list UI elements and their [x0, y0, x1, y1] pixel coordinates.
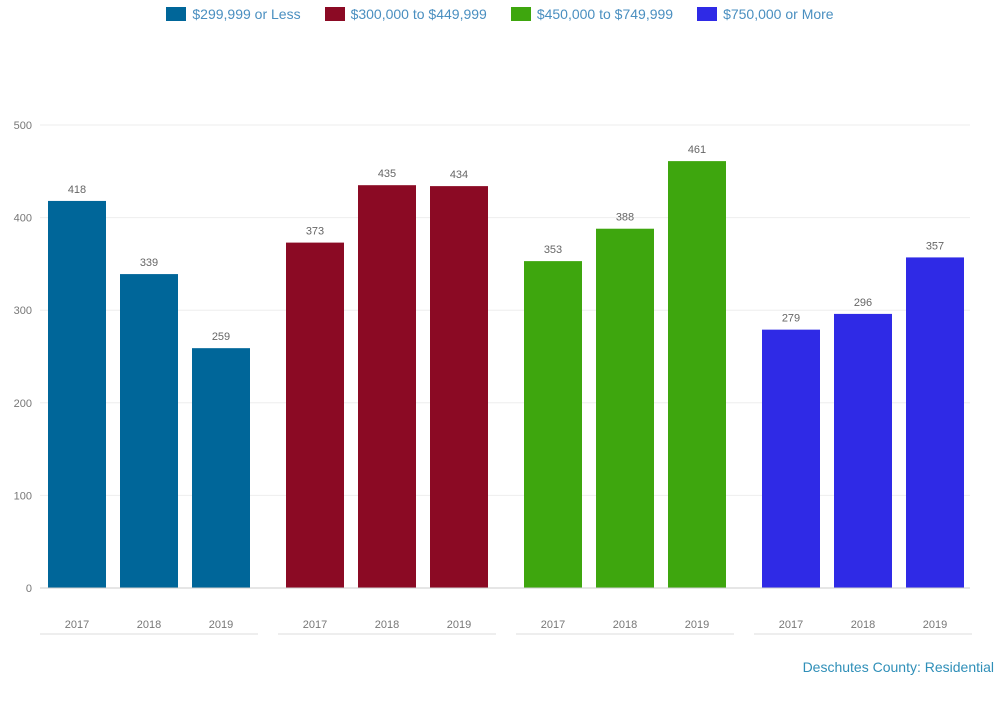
x-tick-label: 2019	[447, 619, 471, 631]
bar	[834, 313, 892, 588]
bar-value-label: 339	[140, 257, 158, 269]
bar-value-label: 418	[68, 184, 86, 196]
legend-swatch	[324, 7, 345, 21]
bar	[120, 274, 178, 588]
bar	[668, 161, 726, 588]
bar-value-label: 296	[854, 297, 872, 309]
bar-value-label: 259	[212, 331, 230, 343]
y-tick-label: 0	[26, 583, 32, 595]
legend-item[interactable]: $750,000 or More	[697, 4, 834, 24]
bar	[596, 228, 654, 588]
legend-item[interactable]: $450,000 to $749,999	[510, 4, 674, 24]
bar	[192, 348, 250, 588]
legend-label: $750,000 or More	[723, 6, 834, 22]
bar	[48, 200, 106, 588]
bar-value-label: 461	[688, 144, 706, 156]
legend-item[interactable]: $300,000 to $449,999	[324, 4, 487, 24]
bar	[524, 261, 582, 588]
x-tick-label: 2018	[613, 619, 637, 631]
x-tick-label: 2017	[779, 619, 803, 631]
x-tick-label: 2017	[303, 619, 327, 631]
legend-swatch	[697, 7, 718, 21]
y-tick-label: 100	[14, 490, 32, 502]
x-tick-label: 2018	[851, 619, 875, 631]
x-tick-label: 2018	[375, 619, 399, 631]
legend-item[interactable]: $299,999 or Less	[166, 4, 301, 24]
y-tick-label: 400	[14, 213, 32, 225]
legend-label: $299,999 or Less	[192, 6, 301, 22]
chart-legend: $299,999 or Less $300,000 to $449,999 $450…	[0, 4, 1000, 24]
bar	[430, 186, 488, 588]
bar-value-label: 434	[450, 169, 468, 181]
bar-value-label: 388	[616, 212, 634, 224]
bar-value-label: 373	[306, 226, 324, 238]
bar-value-label: 357	[926, 240, 944, 252]
x-tick-label: 2017	[541, 619, 565, 631]
bar	[906, 257, 964, 588]
bar	[286, 242, 344, 589]
y-tick-label: 500	[14, 120, 32, 132]
legend-label: $300,000 to $449,999	[350, 6, 487, 22]
bar-value-label: 353	[544, 244, 562, 256]
chart-footer-title: Deschutes County: Residential	[802, 659, 994, 675]
bar-value-label: 279	[782, 313, 800, 325]
x-tick-label: 2019	[209, 619, 233, 631]
bar	[358, 185, 416, 588]
x-tick-label: 2019	[923, 619, 947, 631]
bar	[762, 329, 820, 588]
legend-label: $450,000 to $749,999	[536, 6, 674, 22]
x-tick-label: 2019	[685, 619, 709, 631]
legend-swatch	[166, 7, 187, 21]
bar-value-label: 435	[378, 168, 396, 180]
x-tick-label: 2018	[137, 619, 161, 631]
x-tick-label: 2017	[65, 619, 89, 631]
y-tick-label: 200	[14, 398, 32, 410]
y-tick-label: 300	[14, 305, 32, 317]
legend-swatch	[510, 7, 531, 21]
